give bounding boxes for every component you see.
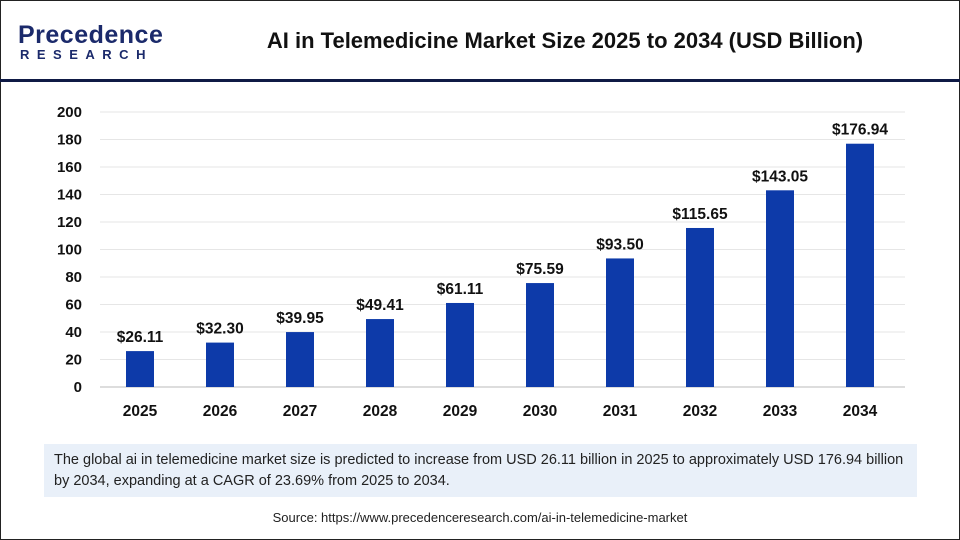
x-tick-label: 2030	[523, 403, 557, 420]
x-tick-label: 2034	[843, 403, 878, 420]
summary-note: The global ai in telemedicine market siz…	[44, 444, 917, 497]
x-tick-label: 2029	[443, 403, 478, 420]
data-label: $61.11	[437, 281, 484, 298]
source-text: Source: https://www.precedenceresearch.c…	[272, 510, 688, 525]
y-tick-label: 180	[57, 132, 82, 149]
y-tick-label: 20	[65, 352, 82, 369]
y-tick-label: 100	[57, 242, 82, 259]
data-label: $75.59	[516, 261, 564, 278]
x-tick-label: 2026	[203, 403, 238, 420]
bar-2034	[846, 143, 874, 387]
bar-2025	[126, 351, 154, 387]
y-tick-label: 0	[74, 379, 82, 396]
bar-2026	[206, 342, 234, 387]
logo-subtext: RESEARCH	[20, 47, 153, 62]
bar-2030	[526, 283, 554, 387]
bar-2033	[766, 190, 794, 387]
bar-2031	[606, 258, 634, 387]
y-tick-label: 80	[65, 269, 82, 286]
y-tick-label: 120	[57, 214, 82, 231]
x-tick-label: 2032	[683, 403, 717, 420]
bar-2028	[366, 319, 394, 387]
logo: Precedence RESEARCH	[18, 22, 168, 62]
data-label: $32.30	[196, 321, 243, 338]
chart-title: AI in Telemedicine Market Size 2025 to 2…	[266, 28, 864, 53]
bar-2027	[286, 332, 314, 387]
logo-text: Precedence	[18, 21, 164, 49]
bar-2032	[686, 227, 714, 387]
x-tick-label: 2028	[363, 403, 398, 420]
data-label: $115.65	[672, 206, 728, 223]
y-tick-label: 40	[65, 324, 82, 341]
x-tick-label: 2031	[603, 403, 638, 420]
x-tick-label: 2025	[123, 403, 158, 420]
y-tick-label: 60	[65, 297, 82, 314]
data-label: $26.11	[117, 329, 164, 346]
y-tick-label: 160	[57, 159, 82, 176]
data-label: $49.41	[356, 297, 404, 314]
bar-chart: $26.11 $32.30 $39.95 $49.41 $61.11 $75.59 $93.…	[57, 104, 905, 420]
data-label: $143.05	[752, 168, 808, 185]
data-label: $176.94	[832, 122, 888, 139]
y-tick-label: 140	[57, 187, 82, 204]
header-divider	[0, 79, 960, 82]
data-label: $93.50	[596, 236, 643, 253]
y-tick-label: 200	[57, 104, 82, 121]
bar-2029	[446, 302, 474, 387]
x-tick-label: 2027	[283, 403, 317, 420]
data-label: $39.95	[276, 310, 324, 327]
x-tick-label: 2033	[763, 403, 798, 420]
